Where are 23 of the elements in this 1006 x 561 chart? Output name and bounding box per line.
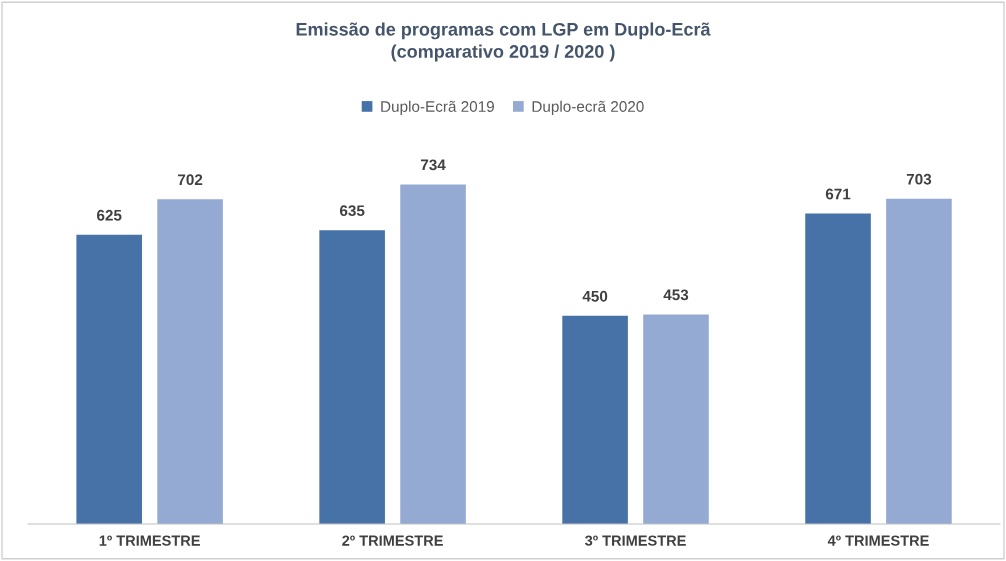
x-tick-label: 3º TRIMESTRE xyxy=(585,535,686,546)
legend-label: Duplo-ecrã 2020 xyxy=(532,100,644,115)
data-label: 734 xyxy=(420,159,446,171)
bar xyxy=(643,314,709,524)
bar xyxy=(319,230,385,524)
data-label: 453 xyxy=(663,289,689,301)
bar xyxy=(886,198,952,524)
bar xyxy=(805,213,871,524)
data-label: 703 xyxy=(906,173,932,185)
data-label: 450 xyxy=(582,290,608,302)
bar xyxy=(400,184,466,524)
bar xyxy=(562,315,628,524)
data-label: 635 xyxy=(339,205,365,217)
legend-label: Duplo-Ecrã 2019 xyxy=(381,100,494,115)
data-label: 702 xyxy=(178,174,203,186)
x-tick-label: 2º TRIMESTRE xyxy=(342,535,443,546)
data-label: 625 xyxy=(97,209,122,221)
x-tick-label: 4º TRIMESTRE xyxy=(827,535,929,546)
data-label: 671 xyxy=(825,188,851,200)
x-tick-label: 1º TRIMESTRE xyxy=(99,535,200,546)
bar xyxy=(76,234,142,524)
bar xyxy=(157,199,223,524)
chart-title: Emissão de programas com LGP em Duplo-Ecrã (comparativo 2019 / 2020 ) xyxy=(296,22,711,62)
